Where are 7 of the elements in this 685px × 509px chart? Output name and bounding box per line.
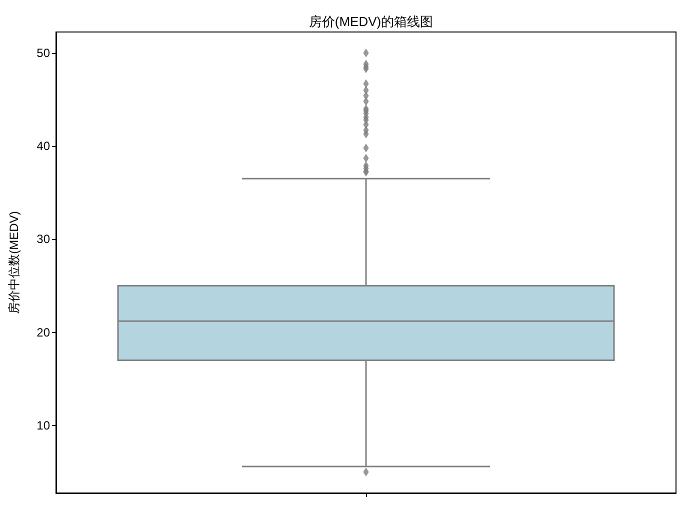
y-tick-label: 30 [36,232,50,246]
y-tick-label: 20 [36,325,50,340]
chart-title: 房价(MEDV)的箱线图 [308,14,434,29]
y-tick-label: 40 [36,139,50,154]
y-tick-label: 10 [36,418,50,432]
y-axis-title: 房价中位数(MEDV) [7,211,21,314]
y-tick-label: 50 [36,46,50,60]
